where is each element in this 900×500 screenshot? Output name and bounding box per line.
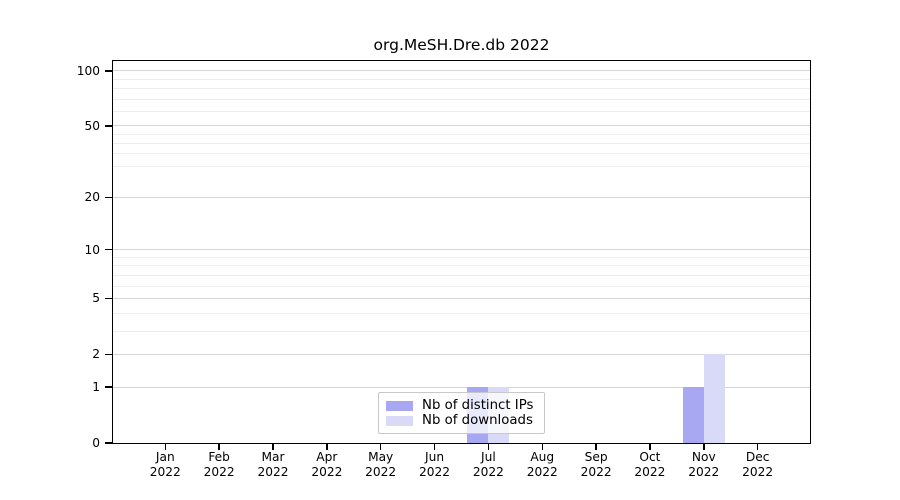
x-tick-year: 2022 [634, 465, 666, 479]
y-tick-label: 100 [76, 63, 100, 78]
y-tick-label: 2 [92, 347, 100, 362]
x-tick-mark [272, 443, 274, 450]
x-tick-mark [487, 443, 490, 450]
x-tick-label: May 2022 [349, 450, 413, 480]
y-tick-mark [105, 353, 112, 356]
x-tick-year: 2022 [365, 465, 397, 479]
minor-gridline [113, 88, 810, 90]
major-gridline [113, 196, 810, 198]
x-tick-month: Apr [316, 450, 338, 464]
major-gridline [113, 297, 810, 299]
legend-swatch-downloads [386, 415, 413, 426]
x-tick-year: 2022 [580, 465, 612, 479]
x-tick-label: Feb 2022 [187, 450, 251, 480]
x-tick-mark [164, 443, 167, 450]
x-tick-month: Dec [745, 450, 770, 464]
y-tick-mark [105, 442, 112, 444]
legend-item: Nb of distinct IPs [386, 398, 536, 413]
minor-gridline [113, 285, 810, 287]
x-tick-label: Jul 2022 [456, 450, 520, 480]
x-tick-month: Mar [261, 450, 285, 464]
chart-title: org.MeSH.Dre.db 2022 [373, 36, 550, 54]
y-tick-label: 5 [92, 291, 100, 306]
x-tick-label: Jun 2022 [403, 450, 467, 480]
y-tick-mark [105, 196, 112, 199]
minor-gridline [113, 78, 810, 80]
legend-label: Nb of distinct IPs [422, 398, 534, 413]
minor-gridline [113, 330, 810, 332]
minor-gridline [113, 265, 810, 267]
minor-gridline [113, 133, 810, 135]
minor-gridline [113, 256, 810, 258]
x-tick-mark [649, 443, 651, 450]
x-tick-mark [541, 443, 543, 450]
x-tick-year: 2022 [203, 465, 235, 479]
bar-distinct-ips [682, 387, 704, 443]
y-tick-mark [105, 70, 112, 72]
x-tick-year: 2022 [311, 465, 343, 479]
x-tick-year: 2022 [149, 465, 181, 479]
x-tick-month: Feb [208, 450, 230, 464]
x-tick-mark [433, 443, 436, 450]
x-tick-label: Apr 2022 [295, 450, 359, 480]
y-tick-label: 20 [84, 190, 100, 205]
major-gridline [113, 353, 810, 355]
minor-gridline [113, 274, 810, 276]
y-tick-mark [105, 386, 112, 388]
y-tick-mark [105, 125, 112, 127]
x-tick-year: 2022 [742, 465, 774, 479]
x-tick-mark [326, 443, 328, 450]
x-tick-month: Nov [691, 450, 716, 464]
x-tick-month: Sep [584, 450, 608, 464]
x-tick-label: Oct 2022 [618, 450, 682, 480]
minor-gridline [113, 110, 810, 112]
x-tick-month: Oct [639, 450, 661, 464]
x-tick-mark [595, 443, 597, 450]
x-tick-label: Dec 2022 [726, 450, 790, 480]
x-tick-label: Jan 2022 [133, 450, 197, 480]
x-tick-month: Jul [481, 450, 496, 464]
minor-gridline [113, 312, 810, 314]
bar-downloads [703, 354, 725, 443]
x-tick-mark [703, 443, 705, 450]
x-tick-mark [379, 443, 382, 450]
y-tick-label: 50 [84, 118, 100, 133]
y-tick-mark [105, 248, 112, 251]
minor-gridline [113, 165, 810, 167]
x-tick-month: Jan [155, 450, 175, 464]
y-tick-mark [105, 297, 112, 300]
x-tick-year: 2022 [419, 465, 451, 479]
x-tick-label: Aug 2022 [510, 450, 574, 480]
minor-gridline [113, 153, 810, 155]
y-tick-label: 1 [92, 380, 100, 395]
x-tick-mark [218, 443, 220, 450]
x-tick-month: May [368, 450, 394, 464]
y-tick-label: 10 [84, 242, 100, 257]
x-tick-month: Aug [530, 450, 555, 464]
x-tick-mark [756, 443, 759, 450]
minor-gridline [113, 143, 810, 144]
major-gridline [113, 125, 810, 127]
major-gridline [113, 249, 810, 251]
legend-label: Nb of downloads [422, 413, 533, 428]
y-tick-label: 0 [92, 436, 100, 450]
x-tick-year: 2022 [257, 465, 289, 479]
x-tick-year: 2022 [526, 465, 558, 479]
major-gridline [113, 386, 810, 388]
x-tick-label: Mar 2022 [241, 450, 305, 480]
x-tick-label: Nov 2022 [672, 450, 736, 480]
x-tick-year: 2022 [472, 465, 504, 479]
legend-swatch-distinct-ips [386, 400, 413, 411]
x-tick-month: Jun [425, 450, 445, 464]
legend-item: Nb of downloads [386, 413, 536, 428]
legend-box: Nb of distinct IPs Nb of downloads [378, 392, 545, 434]
x-tick-label: Sep 2022 [564, 450, 628, 480]
minor-gridline [113, 98, 810, 100]
major-gridline [113, 70, 810, 72]
x-tick-year: 2022 [688, 465, 720, 479]
